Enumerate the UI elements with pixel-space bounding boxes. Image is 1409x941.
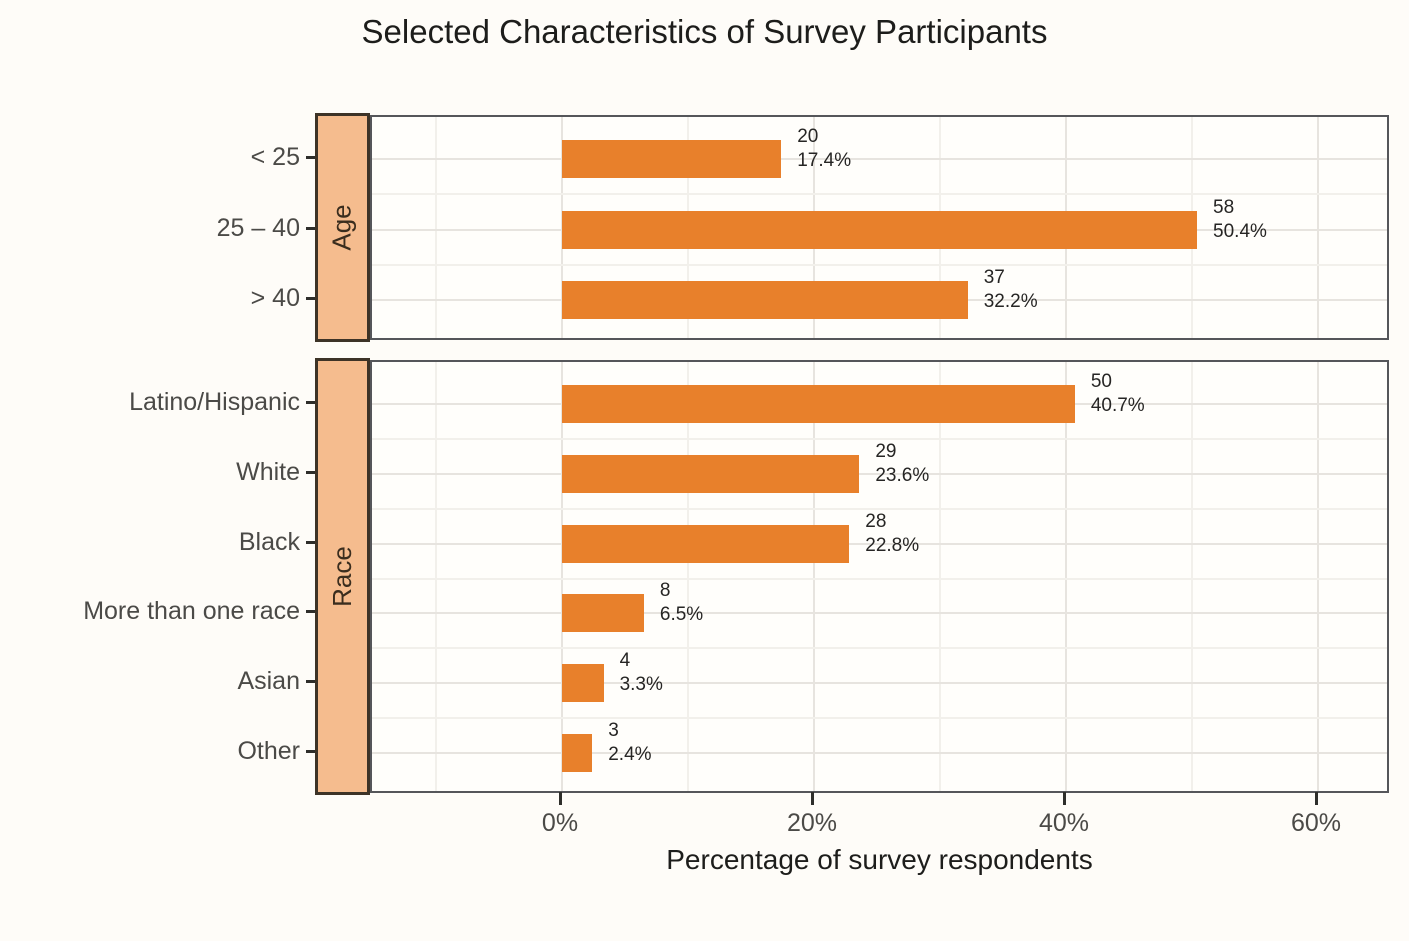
y-tick: [306, 750, 315, 754]
bar-white: [562, 454, 860, 493]
category-label-more-than-one-race: More than one race: [83, 597, 300, 626]
x-tick: [1315, 792, 1318, 805]
bar-percent: 23.6%: [875, 464, 930, 486]
bar-25-40: [562, 210, 1198, 249]
bar-percent: 2.4%: [608, 744, 652, 766]
gridline-minor: [372, 263, 1387, 266]
bar-count: 29: [875, 440, 897, 462]
bar-percent: 22.8%: [865, 534, 920, 556]
bar-other: [562, 734, 593, 773]
gridline-minor: [1191, 362, 1193, 791]
gridline-major: [1065, 362, 1067, 791]
bar-count: 50: [1090, 370, 1112, 392]
bar-label-more-than-one-race: 8 6.5%: [660, 579, 703, 627]
facet-strip-age: Age: [315, 113, 370, 342]
gridline-major: [372, 752, 1387, 755]
bar-percent: 40.7%: [1090, 394, 1145, 416]
y-tick: [306, 680, 315, 684]
bar-label-asian: 4 3.3%: [620, 649, 663, 697]
x-tick-label-40: 40%: [1038, 809, 1090, 837]
y-tick: [306, 226, 315, 230]
category-label-latino-hispanic: Latino/Hispanic: [129, 387, 300, 416]
chart-title: Selected Characteristics of Survey Parti…: [361, 13, 1048, 50]
x-tick-label-60: 60%: [1290, 809, 1342, 837]
bar-percent: 50.4%: [1213, 220, 1267, 242]
gridline-minor: [372, 507, 1387, 510]
category-label-other: Other: [237, 737, 300, 766]
x-tick-label-0: 0%: [541, 809, 579, 837]
y-tick: [306, 400, 315, 404]
bar-label-latino-hispanic: 50 40.7%: [1091, 370, 1145, 418]
bar-percent: 3.3%: [619, 674, 663, 696]
bar-percent: 6.5%: [659, 604, 704, 626]
facet-strip-race: Race: [315, 358, 370, 795]
gridline-major: [1317, 362, 1319, 791]
gridline-minor: [372, 647, 1387, 650]
bar-percent: 17.4%: [797, 150, 852, 172]
y-tick: [306, 470, 315, 474]
bar-label-other: 3 2.4%: [608, 719, 651, 767]
x-tick: [1063, 792, 1066, 805]
bar-count: 4: [619, 650, 631, 672]
category-label-asian: Asian: [237, 667, 300, 696]
y-tick: [306, 156, 315, 160]
gridline-major: [372, 682, 1387, 685]
gridline-major: [372, 542, 1387, 545]
gridline-major: [813, 362, 815, 791]
gridline-major: [372, 612, 1387, 615]
x-axis-title: Percentage of survey respondents: [666, 844, 1093, 875]
x-tick: [559, 792, 562, 805]
bar-count: 20: [797, 126, 819, 148]
category-label-40: > 40: [250, 283, 300, 312]
gridline-major: [372, 158, 1387, 161]
bar-label-black: 28 22.8%: [865, 510, 919, 558]
bar-count: 8: [659, 580, 671, 602]
category-label-25: < 25: [250, 143, 300, 172]
bar-latino-hispanic: [562, 384, 1075, 423]
bar-label-white: 29 23.6%: [875, 440, 929, 488]
facet-panel-age: 20 17.4% 58 50.4% 37 32.2%: [370, 115, 1389, 340]
bar-black: [562, 524, 850, 563]
bar-label-25-40: 58 50.4%: [1213, 196, 1267, 244]
bar-asian: [562, 664, 604, 703]
category-label-black: Black: [238, 527, 300, 556]
facet-strip-label-age: Age: [326, 204, 357, 251]
y-tick: [306, 296, 315, 300]
bar-count: 28: [865, 510, 887, 532]
gridline-minor: [939, 362, 941, 791]
category-label-25-40: 25 – 40: [216, 213, 300, 242]
bar-more-than-one-race: [562, 594, 644, 633]
gridline-minor: [435, 362, 437, 791]
gridline-minor: [372, 577, 1387, 580]
gridline-minor: [372, 717, 1387, 720]
category-label-white: White: [236, 457, 300, 486]
gridline-minor: [687, 362, 689, 791]
x-tick-label-20: 20%: [786, 809, 838, 837]
bar-count: 3: [608, 720, 619, 742]
gridline-major: [1317, 117, 1319, 338]
bar-label-40: 37 32.2%: [984, 266, 1038, 314]
y-tick: [306, 610, 315, 614]
gridline-minor: [435, 117, 437, 338]
x-tick: [811, 792, 814, 805]
bar-40: [562, 280, 968, 319]
bar-count: 58: [1213, 196, 1235, 218]
facet-strip-label-race: Race: [327, 546, 358, 607]
y-tick: [306, 540, 315, 544]
bar-25: [562, 140, 782, 179]
bar-label-25: 20 17.4%: [797, 125, 851, 173]
gridline-minor: [372, 437, 1387, 440]
bar-percent: 32.2%: [983, 290, 1038, 312]
facet-panel-race: 50 40.7% 29 23.6% 28 22.8% 8 6.5% 4 3.3% 3 2.4%: [370, 360, 1389, 793]
bar-count: 37: [983, 266, 1005, 288]
gridline-major: [561, 362, 563, 791]
gridline-major: [372, 472, 1387, 475]
gridline-minor: [372, 193, 1387, 196]
